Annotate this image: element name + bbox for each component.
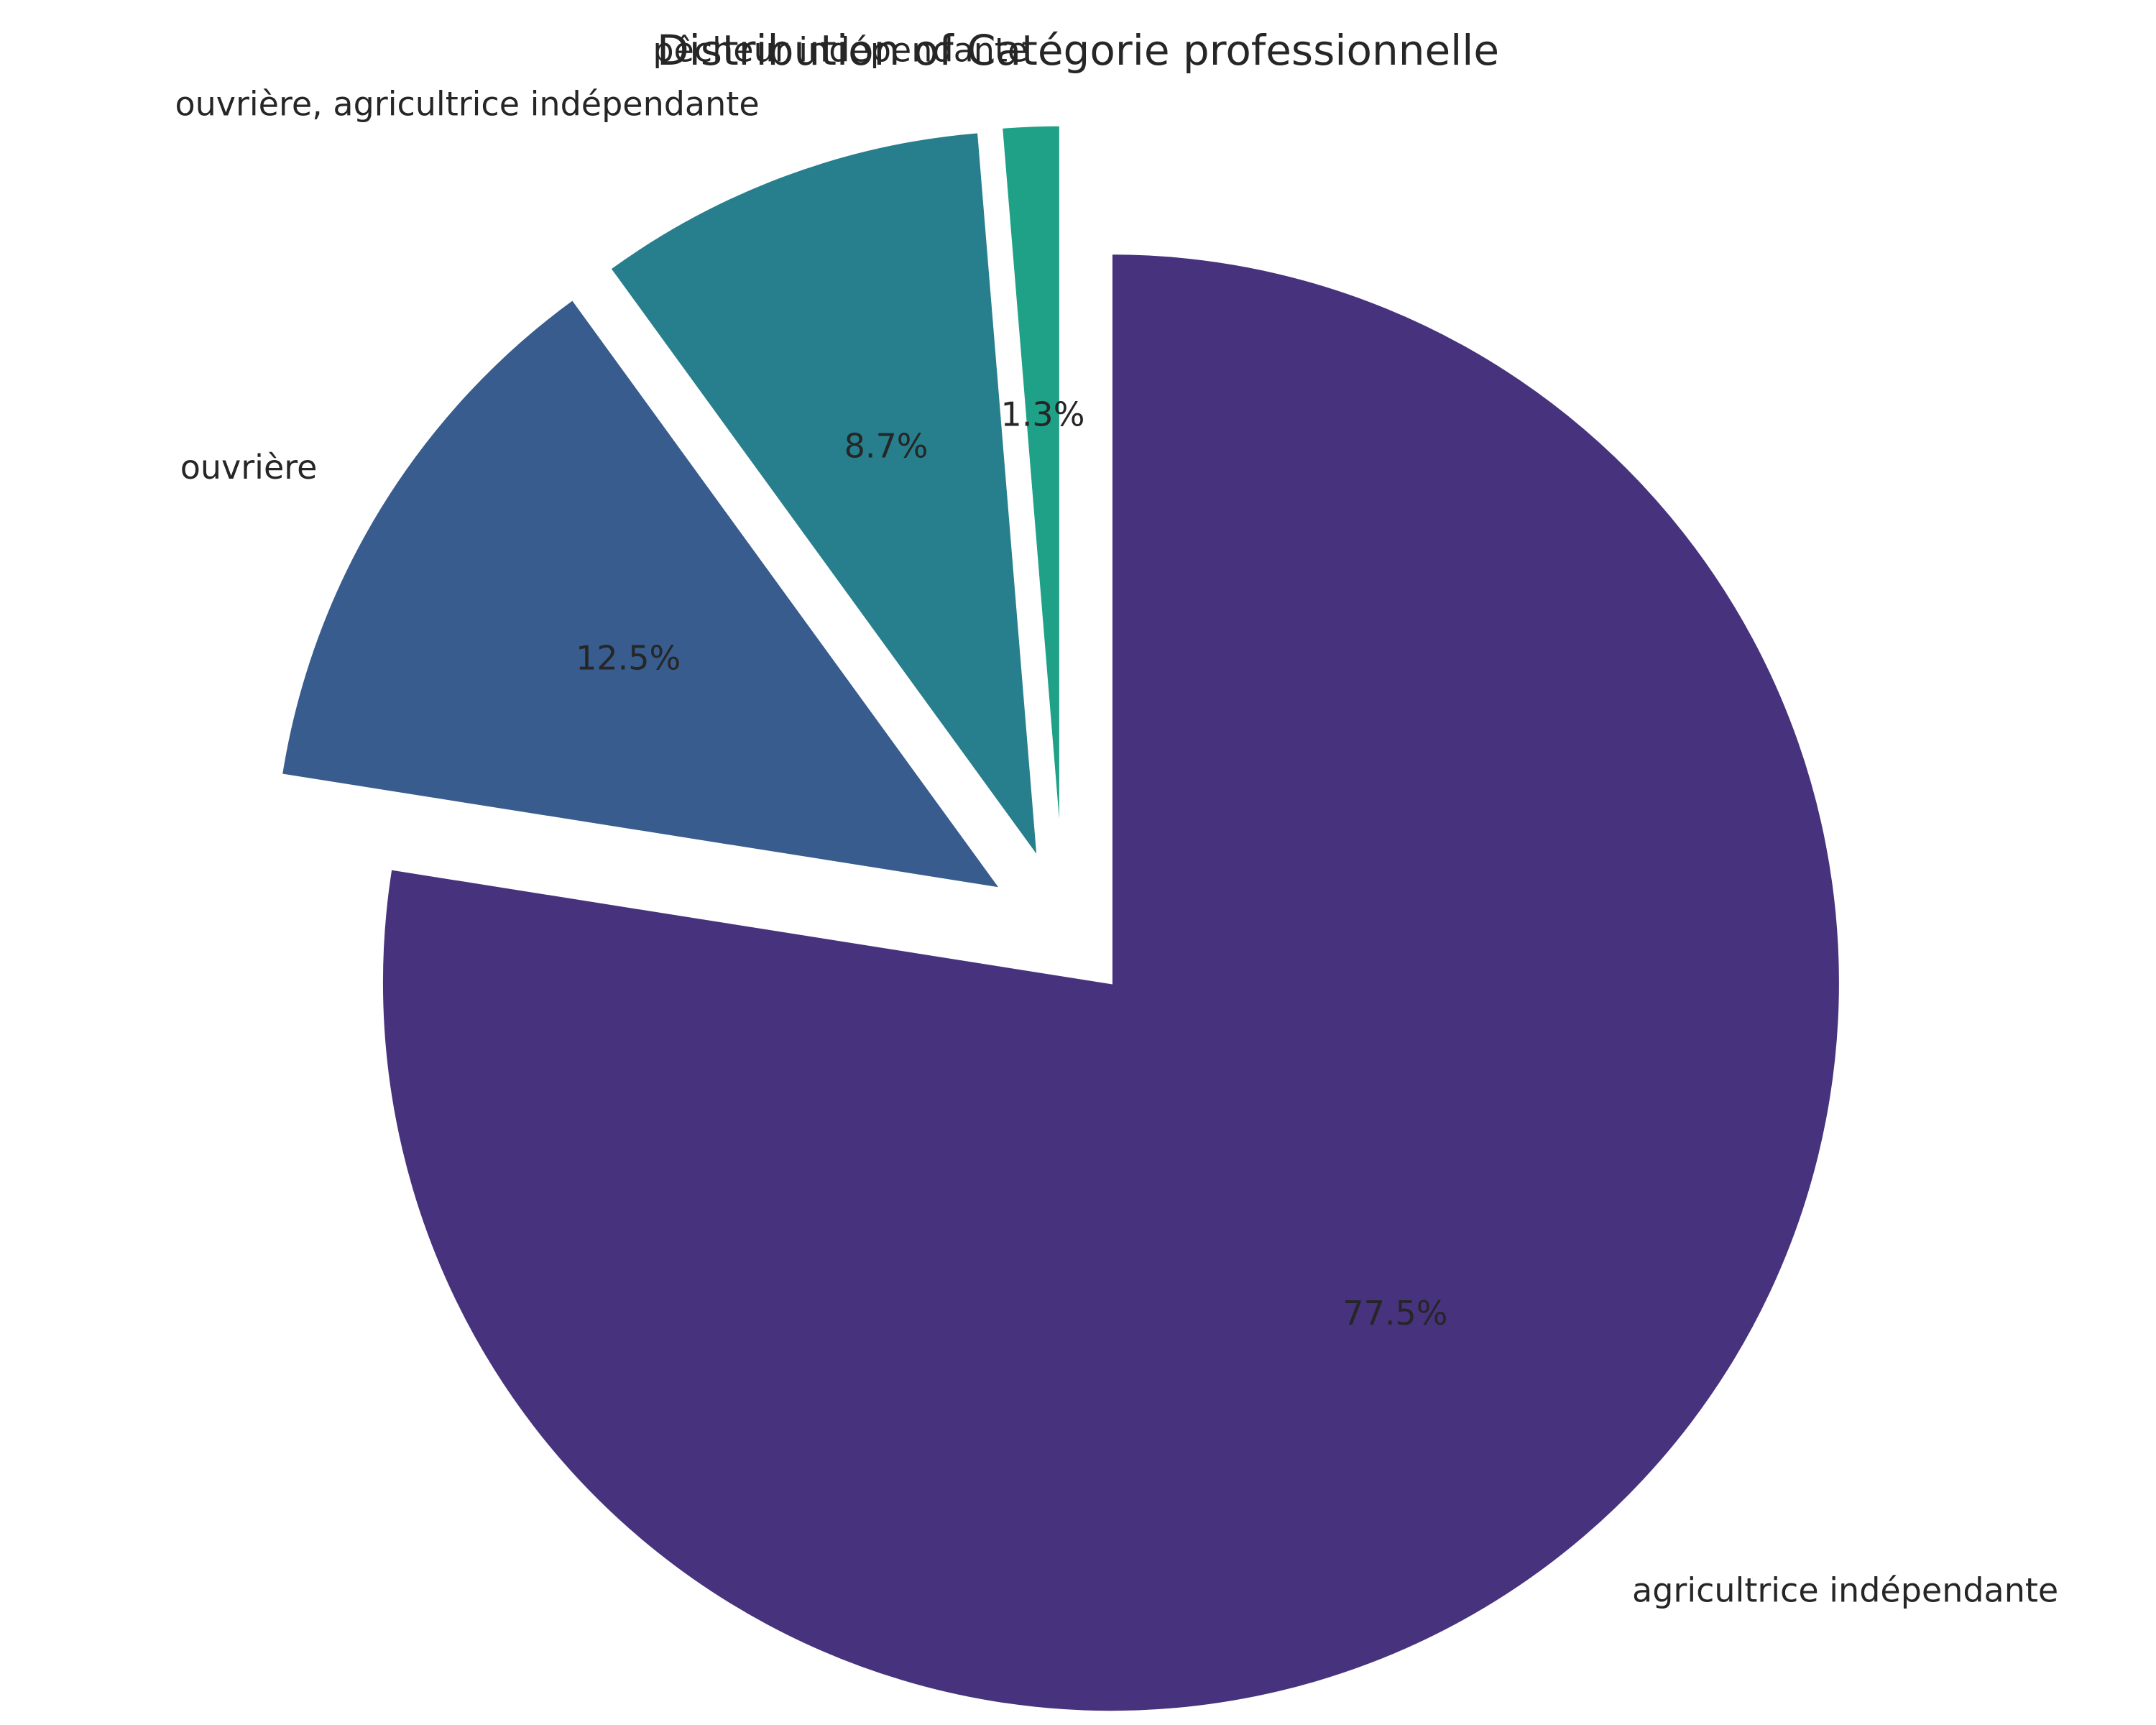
pie-slices bbox=[279, 123, 1842, 1714]
slice-percent-label: 8.7% bbox=[844, 426, 929, 465]
pie-labels: agricultrice indépendante 77.5% ouvrière 12… bbox=[175, 31, 2058, 1610]
slice-label: ouvrière bbox=[180, 448, 318, 487]
slice-label: ouvrière, agricultrice indépendante bbox=[175, 84, 759, 123]
slice-percent-label: 1.3% bbox=[1001, 395, 1085, 434]
chart-title: Distribution of Catégorie professionnell… bbox=[657, 26, 1499, 75]
slice-label: agricultrice indépendante bbox=[1632, 1571, 2058, 1610]
slice-percent-label: 77.5% bbox=[1342, 1294, 1447, 1333]
pie-slice bbox=[279, 297, 1005, 891]
pie-slice bbox=[379, 252, 1842, 1714]
pie-slice bbox=[999, 123, 1062, 855]
slice-label: pêcheur indépendante bbox=[653, 31, 1028, 70]
slice-percent-label: 12.5% bbox=[576, 638, 681, 677]
pie-slice bbox=[607, 130, 1041, 864]
